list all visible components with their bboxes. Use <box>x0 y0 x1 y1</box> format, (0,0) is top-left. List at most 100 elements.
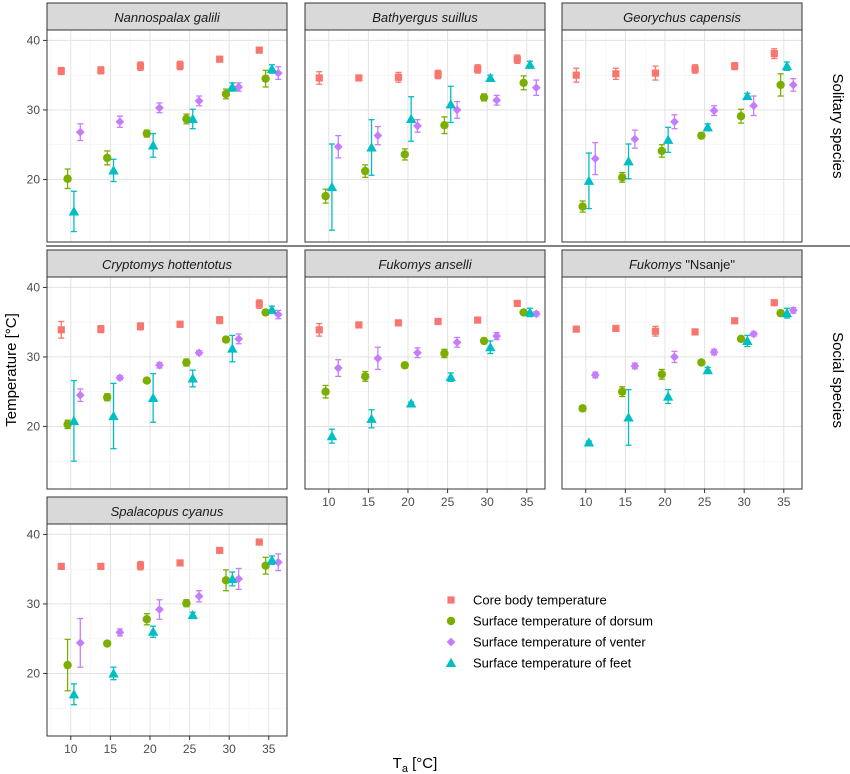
data-point <box>662 391 674 401</box>
x-tick-label: 15 <box>619 495 633 509</box>
data-point <box>697 131 706 140</box>
data-point <box>321 191 330 201</box>
data-point <box>115 373 125 383</box>
data-point <box>524 59 536 69</box>
data-point <box>413 348 422 358</box>
plot-area <box>305 30 545 242</box>
data-point <box>187 373 198 383</box>
x-tick-label: 30 <box>737 495 751 509</box>
data-point <box>736 111 746 121</box>
data-point <box>394 319 403 327</box>
data-point <box>147 392 159 403</box>
panel-title-part: Nannospalax galili <box>114 10 221 25</box>
data-point <box>273 310 283 319</box>
data-point <box>617 173 627 182</box>
panel-border <box>46 276 288 490</box>
data-point <box>355 321 363 329</box>
data-point <box>670 117 679 127</box>
legend-label: Core body temperature <box>473 593 607 608</box>
data-point <box>590 370 600 380</box>
data-point <box>142 615 152 624</box>
x-tick-label: 10 <box>64 742 78 756</box>
data-point <box>194 591 204 601</box>
data-point <box>57 562 65 570</box>
data-point <box>227 573 238 583</box>
y-tick-label: 20 <box>27 419 41 433</box>
x-tick-label: 35 <box>262 742 276 756</box>
data-point <box>623 412 634 422</box>
data-point <box>261 308 270 317</box>
data-point <box>366 142 377 152</box>
data-point <box>524 307 536 317</box>
data-point <box>63 660 72 670</box>
data-point <box>578 404 587 413</box>
data-point <box>326 181 338 192</box>
data-point <box>440 121 449 130</box>
row-label-social: Social species <box>829 332 846 428</box>
data-point <box>776 308 785 318</box>
x-tick-label: 25 <box>183 742 197 756</box>
data-point <box>691 328 699 336</box>
data-point <box>266 304 278 314</box>
data-point <box>731 62 739 70</box>
plot-area <box>562 277 802 489</box>
data-point <box>155 605 164 614</box>
data-point <box>136 322 145 330</box>
data-point <box>147 626 159 636</box>
legend-label: Surface temperature of feet <box>473 656 632 671</box>
data-point <box>434 317 442 326</box>
panel-title-part: "Nsanje" <box>682 257 736 272</box>
data-point <box>749 101 759 111</box>
data-point <box>617 387 627 396</box>
data-point <box>234 334 244 344</box>
data-point <box>405 398 417 408</box>
data-point <box>136 62 145 70</box>
data-point <box>194 348 204 358</box>
y-tick-label: 40 <box>27 527 41 541</box>
data-point <box>221 89 231 99</box>
legend-key <box>445 657 457 668</box>
panel-title: Fukomys "Nsanje" <box>629 257 735 272</box>
data-point <box>691 65 699 73</box>
data-point <box>187 609 198 620</box>
data-point <box>651 327 660 335</box>
legend-item: Core body temperature <box>447 593 607 608</box>
data-point <box>474 316 482 324</box>
panel-title: Cryptomys hottentotus <box>102 257 233 272</box>
data-point <box>630 361 640 371</box>
panel-title-part: Fukomys <box>629 257 682 272</box>
row-label-solitary: Solitary species <box>829 73 846 178</box>
legend-item: Surface temperature of dorsum <box>446 614 653 629</box>
data-point <box>612 324 620 333</box>
data-point <box>142 376 152 385</box>
y-tick-label: 30 <box>27 103 41 117</box>
data-point <box>155 360 164 370</box>
y-tick-label: 20 <box>27 172 41 186</box>
data-point <box>590 154 600 163</box>
data-point <box>194 96 204 106</box>
data-point <box>405 113 417 124</box>
data-point <box>519 308 528 317</box>
data-point <box>400 150 410 159</box>
data-point <box>697 358 706 367</box>
data-point <box>102 153 112 163</box>
data-point <box>742 335 753 346</box>
x-tick-label: 15 <box>104 742 118 756</box>
x-axis-title-subscript: a <box>402 763 409 774</box>
data-point <box>57 326 65 334</box>
data-point <box>572 325 580 333</box>
data-point <box>531 83 541 93</box>
panel-title: Bathyergus suillus <box>372 10 478 25</box>
panel-title-part: Bathyergus suillus <box>372 10 478 25</box>
data-point <box>255 538 263 546</box>
x-tick-label: 20 <box>143 742 157 756</box>
x-tick-label: 15 <box>362 495 376 509</box>
data-point <box>776 80 785 90</box>
data-point <box>657 146 667 156</box>
data-point <box>492 95 502 105</box>
data-point <box>333 142 343 152</box>
data-point <box>578 202 587 211</box>
panel-strip <box>561 249 803 278</box>
data-point <box>781 60 793 71</box>
plot-area <box>562 30 802 242</box>
